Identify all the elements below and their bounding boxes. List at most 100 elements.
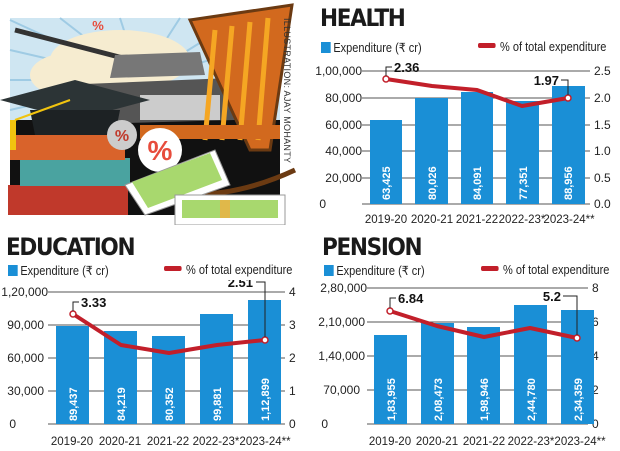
pension-y2-tick: 0 <box>592 417 599 431</box>
pension-annotation-start: 6.84 <box>398 291 424 306</box>
education-y2-tick: 3 <box>289 318 296 332</box>
legend-line-label: % of total expenditure <box>500 40 607 54</box>
svg-text:%: % <box>115 128 129 145</box>
legend-bar-label: Expenditure (₹ cr) <box>333 41 422 55</box>
education-legend-line: % of total expenditure <box>164 263 292 277</box>
education-x-tick: 2021-22 <box>147 436 189 448</box>
pension-bar-label: 2,08,473 <box>433 378 445 421</box>
health-bar-label: 88,956 <box>563 166 575 200</box>
health-x-tick: 2019-20 <box>365 214 407 226</box>
education-legend-bar: Expenditure (₹ cr) <box>8 263 109 278</box>
pension-bar-label: 2,34,359 <box>573 378 585 421</box>
health-bar <box>506 101 539 204</box>
education-y2-tick: 4 <box>289 285 296 299</box>
health-y-tick: 40,000 <box>325 144 362 158</box>
health-y-tick: 0 <box>319 197 326 211</box>
education-x-tick: 2022-23* <box>193 436 240 448</box>
pension-line <box>389 309 578 340</box>
pension-legend-line: % of total expenditure <box>481 263 609 277</box>
bar-swatch-icon <box>8 265 18 276</box>
education-x-tick: 2020-21 <box>99 436 141 448</box>
legend-bar-label: Expenditure (₹ cr) <box>336 264 425 278</box>
pension-bar-label: 1,83,955 <box>386 378 398 421</box>
education-y-tick: 0 <box>9 417 16 431</box>
health-y2-tick: 2.0 <box>594 91 611 105</box>
pension-y-tick: 2,10,000 <box>318 315 365 329</box>
health-legend-line: % of total expenditure <box>478 40 606 54</box>
health-bar-label: 63,425 <box>381 166 393 200</box>
education-y2-tick: 0 <box>289 417 296 431</box>
pension-x-tick: 2020-21 <box>416 436 458 448</box>
education-bar <box>200 314 233 424</box>
health-bar <box>461 92 493 204</box>
pension-bar-label: 2,44,780 <box>526 378 538 421</box>
health-bar <box>370 120 402 204</box>
education-title: EDUCATION <box>6 233 136 261</box>
education-bar <box>56 326 89 424</box>
pension-y2-tick: 4 <box>592 349 599 363</box>
pension-x-tick: 2021-22 <box>463 436 505 448</box>
svg-text:%: % <box>92 18 104 33</box>
health-y2-tick: 2.5 <box>594 64 611 78</box>
pension-x-tick: 2022-23* <box>508 436 555 448</box>
line-swatch-icon <box>481 266 499 271</box>
education-chart: 1,20,000 90,000 60,000 30,000 0 4 3 2 1 … <box>1 280 296 448</box>
health-bar <box>552 86 585 204</box>
pension-bar <box>421 323 454 424</box>
bar-swatch-icon <box>324 265 334 276</box>
health-y-tick: 80,000 <box>325 91 362 105</box>
pension-bar <box>467 327 500 424</box>
education-annotation-start: 3.33 <box>81 295 106 310</box>
education-x-tick: 2019-20 <box>51 436 93 448</box>
budget-illustration: % % % <box>0 0 300 226</box>
health-annotation-end: 1.97 <box>534 73 559 88</box>
pension-bar-label: 1,98,946 <box>479 378 491 421</box>
pension-chart: 2,80,000 2,10,000 1,40,000 70,000 0 8 6 … <box>318 281 606 448</box>
health-y2-tick: 1.0 <box>594 144 611 158</box>
education-x-tick: 2023-24** <box>239 436 291 448</box>
education-line <box>71 312 266 355</box>
bar-swatch-icon <box>321 42 331 53</box>
health-x-tick: 2022-23* <box>499 214 546 226</box>
education-y-tick: 60,000 <box>7 351 44 365</box>
line-swatch-icon <box>478 43 496 48</box>
health-x-tick: 2020-21 <box>411 214 453 226</box>
pension-title: PENSION <box>322 233 423 261</box>
education-y2-tick: 1 <box>289 384 296 398</box>
health-y2-tick: 0.5 <box>594 171 611 185</box>
pension-legend-bar: Expenditure (₹ cr) <box>324 263 425 278</box>
pension-y-tick: 0 <box>321 417 328 431</box>
pension-bar <box>514 305 547 424</box>
health-y-tick: 60,000 <box>325 118 362 132</box>
pension-y2-tick: 8 <box>592 281 599 295</box>
pension-y2-tick: 2 <box>592 383 599 397</box>
health-bar-label: 80,026 <box>427 166 439 200</box>
education-y-tick: 1,20,000 <box>1 285 48 299</box>
health-y2-tick: 1.5 <box>594 118 611 132</box>
svg-text:%: % <box>148 135 173 166</box>
pension-annotation-end: 5.2 <box>543 289 561 304</box>
health-chart: 1,00,000 80,000 60,000 40,000 20,000 0 2… <box>315 60 611 226</box>
pension-bar <box>374 335 407 424</box>
health-x-tick: 2021-22 <box>456 214 498 226</box>
health-legend-bar: Expenditure (₹ cr) <box>321 40 422 55</box>
pension-y-tick: 2,80,000 <box>320 281 367 295</box>
health-y-tick: 1,00,000 <box>315 64 362 78</box>
education-bar-label: 89,437 <box>68 387 80 421</box>
health-x-tick: 2023-24** <box>543 214 595 226</box>
health-line <box>385 77 569 108</box>
legend-bar-label: Expenditure (₹ cr) <box>20 264 109 278</box>
pension-y-tick: 70,000 <box>323 383 360 397</box>
education-y-tick: 90,000 <box>7 318 44 332</box>
pension-x-tick: 2023-24** <box>554 436 606 448</box>
education-bar-label: 1,12,899 <box>260 378 272 421</box>
health-y-tick: 20,000 <box>325 171 362 185</box>
education-annotation-end: 2.51 <box>228 280 253 290</box>
health-bar-label: 77,351 <box>518 166 530 200</box>
health-bar <box>415 98 448 204</box>
education-bar-label: 84,219 <box>116 387 128 421</box>
legend-line-label: % of total expenditure <box>186 263 293 277</box>
pension-y-tick: 1,40,000 <box>318 349 365 363</box>
education-y-tick: 30,000 <box>7 384 44 398</box>
education-y2-tick: 2 <box>289 351 296 365</box>
